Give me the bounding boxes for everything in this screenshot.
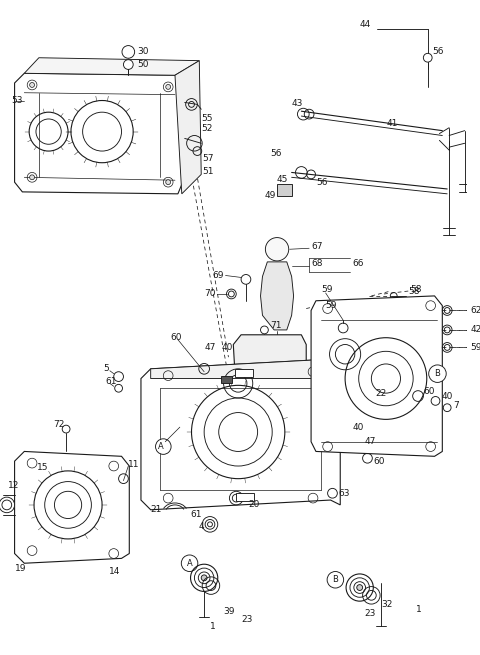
Text: 59: 59	[325, 301, 337, 310]
Text: 67: 67	[311, 242, 323, 251]
Circle shape	[327, 572, 344, 588]
Text: 60: 60	[373, 457, 385, 466]
Text: 40: 40	[441, 392, 453, 401]
Text: 61: 61	[105, 377, 117, 386]
Text: 44: 44	[360, 20, 371, 29]
Text: 11: 11	[128, 460, 140, 468]
Polygon shape	[14, 451, 129, 563]
Text: 1: 1	[416, 605, 422, 614]
Text: 58: 58	[408, 286, 420, 295]
Polygon shape	[221, 375, 232, 383]
Text: 40: 40	[353, 422, 364, 432]
Text: 51: 51	[202, 167, 214, 176]
Text: 41: 41	[387, 119, 398, 128]
Text: 57: 57	[202, 155, 214, 163]
Text: B: B	[434, 369, 440, 378]
Text: 66: 66	[352, 259, 363, 269]
Text: 56: 56	[432, 47, 444, 56]
Circle shape	[30, 175, 35, 179]
Text: 56: 56	[270, 149, 282, 157]
Text: 1: 1	[210, 622, 216, 631]
Text: 43: 43	[292, 99, 303, 108]
Circle shape	[429, 365, 446, 383]
Text: 20: 20	[248, 500, 259, 510]
Text: 61: 61	[191, 510, 202, 519]
Text: 53: 53	[12, 96, 23, 105]
Circle shape	[201, 575, 207, 581]
Text: 68: 68	[311, 259, 323, 269]
Text: 22: 22	[375, 388, 386, 398]
Text: 12: 12	[8, 481, 19, 490]
Text: 42: 42	[470, 326, 480, 335]
Text: 58: 58	[410, 285, 422, 293]
Circle shape	[122, 46, 134, 58]
Text: 63: 63	[338, 489, 350, 498]
Text: 47: 47	[204, 343, 216, 352]
Text: 14: 14	[109, 567, 120, 576]
Polygon shape	[141, 359, 340, 510]
Text: 5: 5	[103, 364, 109, 373]
Text: 71: 71	[270, 320, 282, 329]
Polygon shape	[233, 335, 306, 386]
Text: 39: 39	[224, 607, 235, 616]
Text: 72: 72	[53, 420, 65, 429]
Circle shape	[166, 84, 170, 89]
Circle shape	[357, 585, 362, 590]
Text: 23: 23	[241, 615, 252, 624]
Polygon shape	[350, 441, 361, 449]
Text: 56: 56	[316, 178, 327, 187]
Text: 59: 59	[470, 343, 480, 352]
Text: 19: 19	[14, 563, 26, 572]
Circle shape	[265, 238, 289, 261]
Circle shape	[202, 517, 218, 532]
Polygon shape	[24, 58, 199, 75]
Polygon shape	[261, 262, 294, 330]
Text: 50: 50	[137, 60, 149, 69]
Text: 30: 30	[137, 47, 149, 56]
Text: A: A	[187, 559, 192, 568]
Circle shape	[156, 439, 171, 455]
Text: 32: 32	[381, 599, 393, 608]
Text: 15: 15	[37, 464, 48, 472]
Text: 4: 4	[198, 522, 204, 531]
Text: 59: 59	[321, 285, 332, 293]
Text: 47: 47	[364, 438, 376, 446]
Text: 52: 52	[201, 124, 213, 133]
Text: 55: 55	[201, 113, 213, 122]
Text: 40: 40	[222, 343, 233, 352]
Text: 60: 60	[170, 333, 181, 342]
Bar	[236, 493, 254, 501]
Polygon shape	[311, 296, 442, 457]
Text: A: A	[157, 442, 163, 451]
Circle shape	[166, 179, 170, 185]
Text: 69: 69	[212, 271, 223, 280]
Circle shape	[181, 555, 198, 572]
Text: B: B	[333, 575, 338, 584]
Polygon shape	[175, 61, 201, 194]
Circle shape	[0, 497, 14, 513]
Text: 21: 21	[151, 505, 162, 514]
Bar	[350, 432, 361, 440]
Circle shape	[423, 53, 432, 62]
Text: 62: 62	[470, 306, 480, 315]
Polygon shape	[151, 359, 340, 379]
Circle shape	[30, 83, 35, 87]
Polygon shape	[277, 184, 292, 196]
Text: 49: 49	[264, 191, 276, 200]
Text: 7: 7	[453, 402, 459, 410]
Text: 60: 60	[424, 386, 435, 396]
Polygon shape	[14, 73, 185, 194]
Text: 45: 45	[277, 175, 288, 184]
Bar	[235, 369, 253, 377]
Text: 70: 70	[204, 290, 216, 299]
Circle shape	[123, 60, 133, 69]
Text: 23: 23	[364, 609, 376, 618]
